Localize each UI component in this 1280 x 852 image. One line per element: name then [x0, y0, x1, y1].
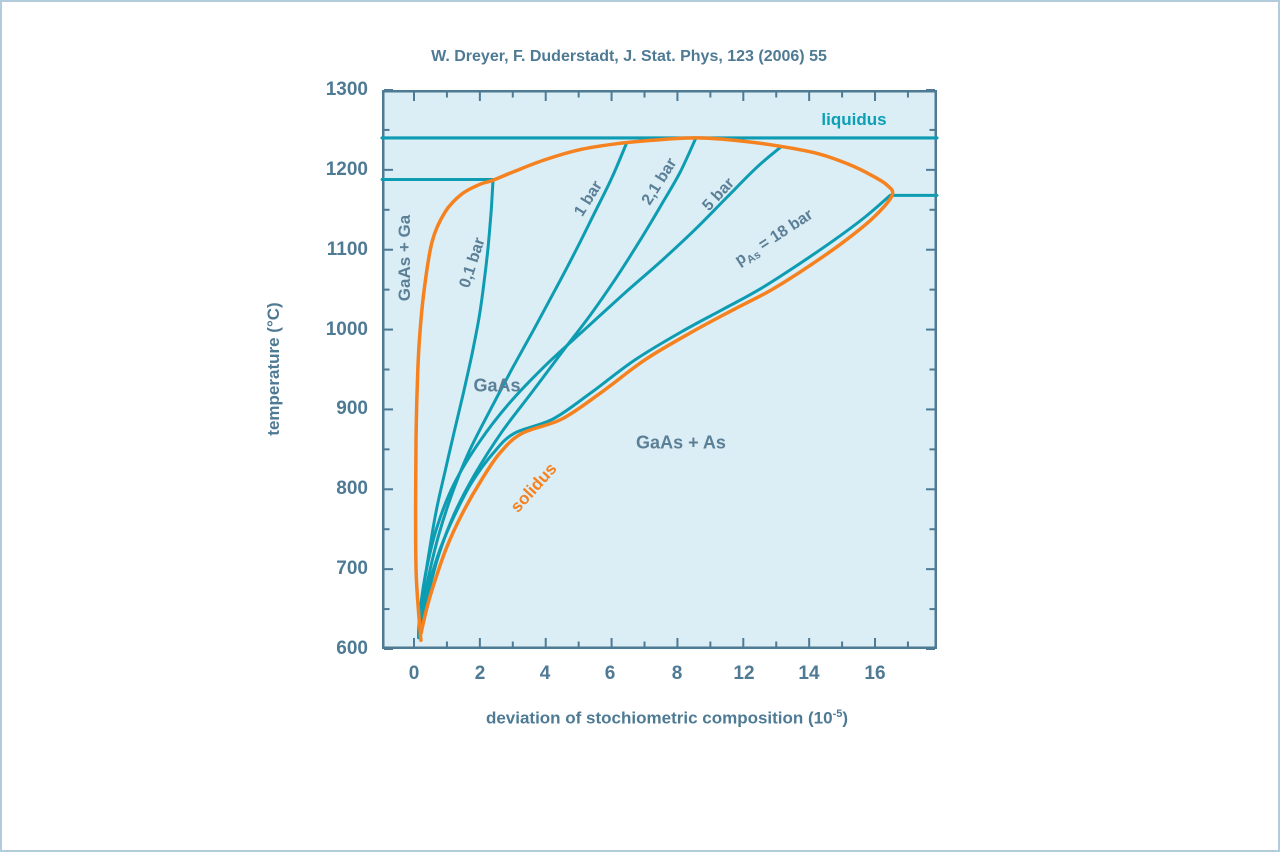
y-tick-label: 1000: [325, 319, 368, 340]
isobar-18-bar-curve: [417, 193, 892, 640]
figure-title: W. Dreyer, F. Duderstadt, J. Stat. Phys,…: [431, 48, 827, 65]
x-tick-label: 2: [474, 663, 486, 684]
y-tick-label: 900: [336, 398, 368, 419]
y-tick-label: 1300: [325, 79, 368, 100]
y-axis-title: temperature (°C): [264, 302, 283, 436]
y-tick-label: 700: [336, 558, 368, 579]
y-tick-label: 600: [336, 638, 368, 659]
x-axis-title-exponent: -5: [832, 708, 843, 720]
plot-area: [380, 89, 939, 650]
x-axis-title-close: ): [842, 708, 849, 728]
x-axis-title: deviation of stochiometric composition (…: [486, 708, 848, 729]
x-tick-label: 12: [733, 663, 755, 684]
isobar-2-1-bar-curve: [417, 137, 698, 638]
x-tick-label: 16: [864, 663, 886, 684]
region-label-gaas-ga: GaAs + Ga: [395, 214, 414, 302]
x-axis-title-text: deviation of stochiometric composition (…: [485, 708, 833, 728]
region-label-gaas-as: GaAs + As: [636, 432, 726, 453]
x-tick-label: 14: [798, 663, 820, 684]
liquidus-label: liquidus: [821, 110, 887, 129]
solidus-curve: [413, 136, 895, 642]
y-tick-label: 800: [336, 478, 368, 499]
isobar-5-bar-curve: [417, 145, 783, 637]
x-tick-label: 8: [671, 663, 683, 684]
y-tick-label: 1200: [325, 159, 368, 180]
x-tick-label: 4: [539, 663, 551, 684]
x-tick-label: 6: [604, 663, 616, 684]
plot-frame: [382, 90, 937, 649]
isobar-1-bar-curve: [417, 142, 628, 637]
x-tick-label: 0: [408, 663, 420, 684]
y-tick-label: 1100: [326, 239, 368, 260]
region-label-gaas: GaAs: [473, 375, 521, 396]
phase-diagram-svg: [380, 89, 939, 650]
